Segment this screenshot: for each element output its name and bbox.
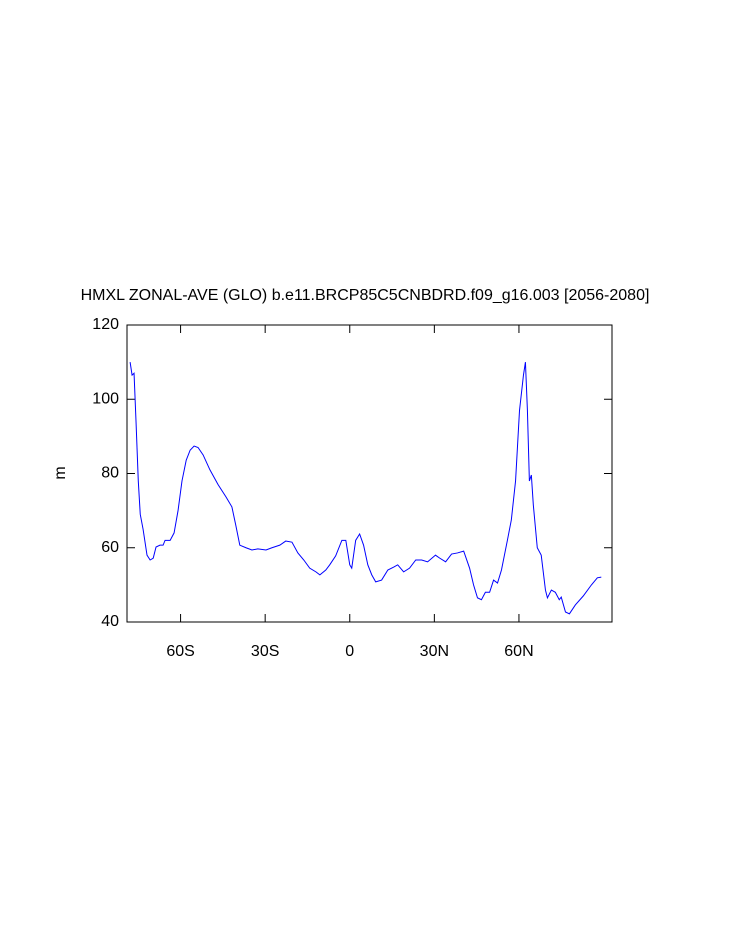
x-tick-label: 0 [345,643,354,660]
y-tick-label: 100 [92,390,119,407]
x-tick-label: 30N [420,643,449,660]
y-tick-label: 60 [101,539,119,556]
x-tick-label: 30S [251,643,279,660]
y-axis-label: m [52,466,69,479]
x-tick-label: 60N [504,643,533,660]
y-tick-label: 80 [101,465,119,482]
y-tick-label: 40 [101,613,119,630]
chart-title: HMXL ZONAL-AVE (GLO) b.e11.BRCP85C5CNBDR… [81,287,650,304]
plot-frame [126,324,613,623]
data-line [129,362,602,615]
y-tick-label: 120 [92,316,119,333]
x-tick-label: 60S [166,643,194,660]
